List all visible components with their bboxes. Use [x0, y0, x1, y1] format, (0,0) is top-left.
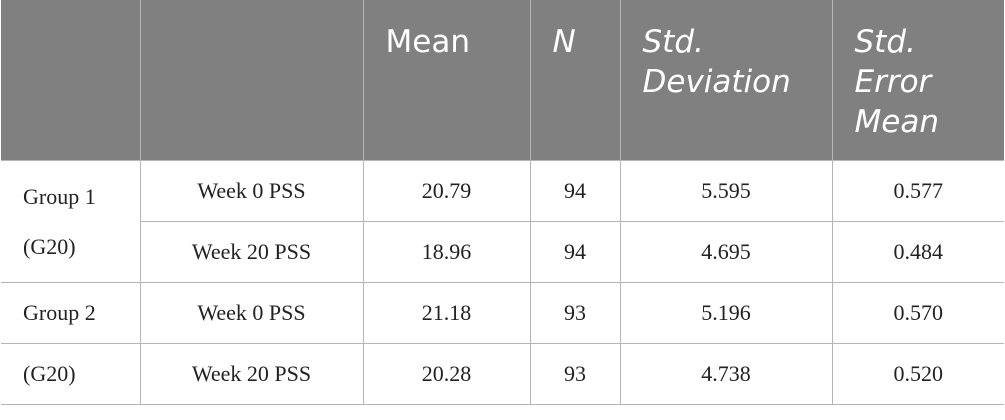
cell-line: (G20): [23, 233, 76, 259]
stats-table: Mean N Std. Deviation Std. Error Mean Group 1 (…: [1, 0, 1004, 405]
data-cell: Week 0 PSS: [139, 282, 364, 344]
cell-line: Std.: [854, 24, 916, 60]
data-cell: 20.79: [362, 160, 531, 222]
cell-line: Mean: [385, 24, 470, 60]
data-cell: 5.595: [619, 160, 833, 222]
cell-line: Group 1: [23, 183, 96, 209]
header-cell: Mean: [362, 0, 530, 161]
body-row: Group 2 Week 0 PSS 21.18 93 5.196 0.570: [1, 282, 1004, 344]
data-cell: 4.738: [619, 343, 833, 405]
data-cell: 18.96: [362, 221, 531, 283]
group-cell: (G20): [1, 343, 141, 405]
header-cell: Std. Deviation: [619, 0, 832, 161]
cell-line: Error: [854, 64, 932, 100]
cell-line: Std.: [642, 24, 704, 60]
data-cell: 4.695: [619, 221, 833, 283]
header-cell: Std. Error Mean: [831, 0, 1004, 161]
data-cell: 94: [529, 221, 621, 283]
data-cell: 5.196: [619, 282, 833, 344]
body-row: Week 20 PSS 18.96 94 4.695 0.484: [1, 221, 1004, 283]
header-row: Mean N Std. Deviation Std. Error Mean: [1, 0, 1004, 161]
header-cell: [139, 0, 363, 161]
header-cell: [1, 0, 140, 161]
data-cell: 0.570: [831, 282, 1004, 344]
data-cell: 93: [529, 282, 621, 344]
group-cell: Group 1 (G20): [1, 160, 141, 283]
cell-line: Group 2: [23, 300, 96, 325]
data-cell: 93: [529, 343, 621, 405]
data-cell: Week 20 PSS: [139, 343, 364, 405]
data-cell: 94: [529, 160, 621, 222]
cell-line: N: [552, 24, 576, 60]
group-cell: Group 2: [1, 282, 141, 344]
data-cell: Week 0 PSS: [139, 160, 364, 222]
data-cell: Week 20 PSS: [140, 221, 364, 283]
header-cell: N: [529, 0, 620, 161]
cell-line: Mean: [854, 104, 939, 140]
data-cell: 21.18: [362, 282, 531, 344]
data-cell: 0.577: [831, 160, 1004, 222]
data-cell: 0.484: [831, 221, 1004, 283]
data-cell: 0.520: [831, 343, 1004, 405]
cell-line: Deviation: [642, 64, 791, 100]
cell-line: (G20): [23, 361, 76, 386]
body-row: Group 1 (G20) Week 0 PSS 20.79 94 5.595 0.577: [1, 160, 1004, 283]
data-cell: 20.28: [362, 343, 531, 405]
body-row: (G20) Week 20 PSS 20.28 93 4.738 0.520: [1, 343, 1004, 405]
